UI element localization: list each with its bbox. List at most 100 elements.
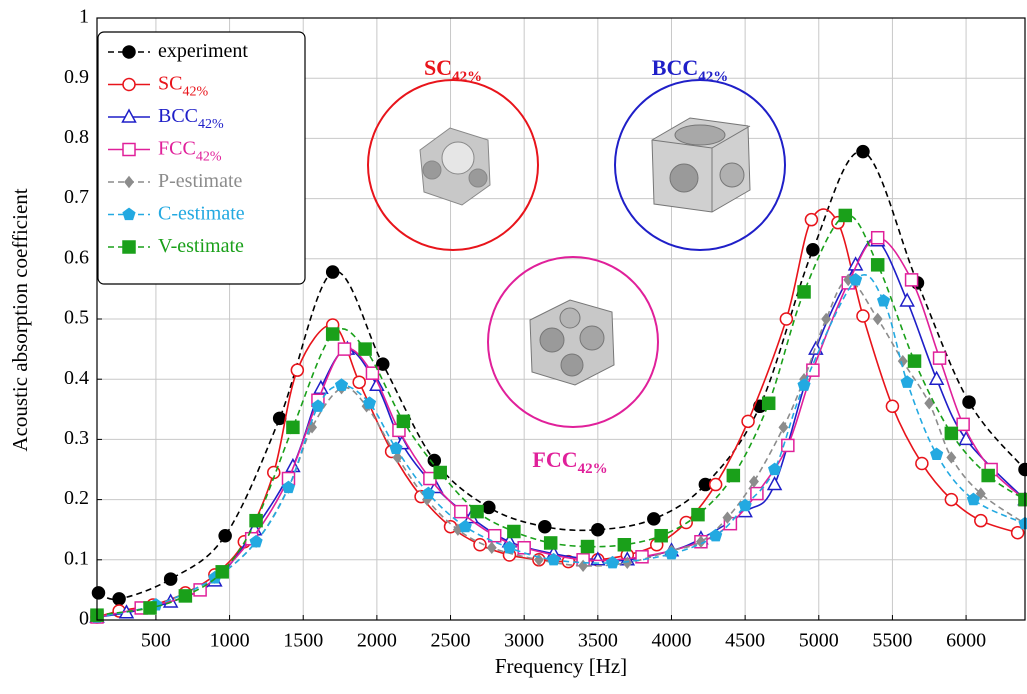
x-tick-label: 500 xyxy=(141,630,171,652)
x-tick-label: 2000 xyxy=(357,630,397,652)
marker xyxy=(982,470,994,482)
insets xyxy=(420,118,750,385)
legend-label: C-estimate xyxy=(158,202,245,224)
marker xyxy=(539,521,551,533)
legend-label-main: C-estimate xyxy=(158,202,245,224)
y-tick-label: 0.5 xyxy=(64,307,89,329)
marker xyxy=(874,314,882,324)
legend-label-main: BCC xyxy=(158,105,198,127)
marker xyxy=(798,379,809,390)
marker xyxy=(592,524,604,536)
legend: experimentSC42%BCC42%FCC42%P-estimateC-e… xyxy=(98,32,305,284)
marker xyxy=(250,515,262,527)
marker xyxy=(886,400,898,412)
legend-label: V-estimate xyxy=(158,235,244,257)
marker xyxy=(327,266,339,278)
marker xyxy=(291,364,303,376)
marker xyxy=(353,376,365,388)
y-tick-label: 0 xyxy=(79,608,89,630)
marker xyxy=(839,209,851,221)
marker xyxy=(807,364,819,376)
x-tick-label: 5500 xyxy=(872,630,912,652)
marker xyxy=(582,541,594,553)
marker xyxy=(807,244,819,256)
legend-label-main: experiment xyxy=(158,40,248,62)
marker xyxy=(798,286,810,298)
marker xyxy=(906,274,918,286)
x-tick-label: 3500 xyxy=(578,630,618,652)
marker xyxy=(336,379,347,390)
marker xyxy=(916,457,928,469)
marker xyxy=(780,313,792,325)
y-axis-label: Acoustic absorption coefficient xyxy=(8,188,32,451)
marker xyxy=(957,418,969,430)
marker xyxy=(655,530,667,542)
marker xyxy=(123,46,135,58)
marker xyxy=(769,464,780,475)
legend-label-sub: 42% xyxy=(182,84,208,99)
inset-label: FCC42% xyxy=(532,447,607,477)
marker xyxy=(397,415,409,427)
y-tick-label: 0.4 xyxy=(64,367,89,389)
marker xyxy=(692,509,704,521)
marker xyxy=(274,412,286,424)
legend-label-sub: 42% xyxy=(198,117,224,132)
marker xyxy=(909,355,921,367)
marker xyxy=(872,232,884,244)
marker xyxy=(434,467,446,479)
marker xyxy=(934,352,946,364)
marker xyxy=(931,448,942,459)
y-tick-label: 0.7 xyxy=(64,186,89,208)
x-tick-label: 4500 xyxy=(725,630,765,652)
marker xyxy=(338,343,350,355)
marker xyxy=(165,573,177,585)
marker xyxy=(1019,518,1027,529)
y-tick-label: 1 xyxy=(79,6,89,28)
marker xyxy=(471,506,483,518)
marker xyxy=(508,526,520,538)
marker xyxy=(857,146,869,158)
x-tick-label: 5000 xyxy=(799,630,839,652)
marker xyxy=(1019,494,1027,506)
x-tick-label: 4000 xyxy=(651,630,691,652)
inset-label-sub: 42% xyxy=(578,461,608,477)
marker xyxy=(901,376,912,387)
y-tick-label: 0.3 xyxy=(64,427,89,449)
legend-label: P-estimate xyxy=(158,170,243,192)
marker xyxy=(144,602,156,614)
marker xyxy=(930,372,943,384)
marker xyxy=(327,328,339,340)
marker xyxy=(483,501,495,513)
marker xyxy=(899,356,907,366)
marker xyxy=(455,506,467,518)
marker xyxy=(963,396,975,408)
inset-label-sub: 42% xyxy=(698,69,728,85)
x-tick-label: 2500 xyxy=(431,630,471,652)
x-tick-label: 1000 xyxy=(210,630,250,652)
marker xyxy=(545,537,557,549)
marker xyxy=(742,415,754,427)
inset-label-main: SC xyxy=(424,55,452,80)
legend-label-sub: 42% xyxy=(196,149,222,164)
x-tick-label: 6000 xyxy=(946,630,986,652)
legend-label-main: P-estimate xyxy=(158,170,243,192)
marker xyxy=(779,422,787,432)
x-tick-label: 3000 xyxy=(504,630,544,652)
marker xyxy=(123,79,135,91)
marker xyxy=(123,144,135,156)
legend-label-main: FCC xyxy=(158,137,196,159)
marker xyxy=(975,515,987,527)
sc-cell xyxy=(420,128,490,205)
inset-label: SC42% xyxy=(424,55,482,85)
marker xyxy=(901,294,914,306)
marker xyxy=(92,587,104,599)
inset-label-main: FCC xyxy=(532,447,577,472)
legend-label-main: V-estimate xyxy=(158,235,244,257)
bcc-cell xyxy=(652,118,750,212)
marker xyxy=(113,593,125,605)
marker xyxy=(763,397,775,409)
marker xyxy=(945,494,957,506)
marker xyxy=(1019,464,1027,476)
marker xyxy=(179,590,191,602)
